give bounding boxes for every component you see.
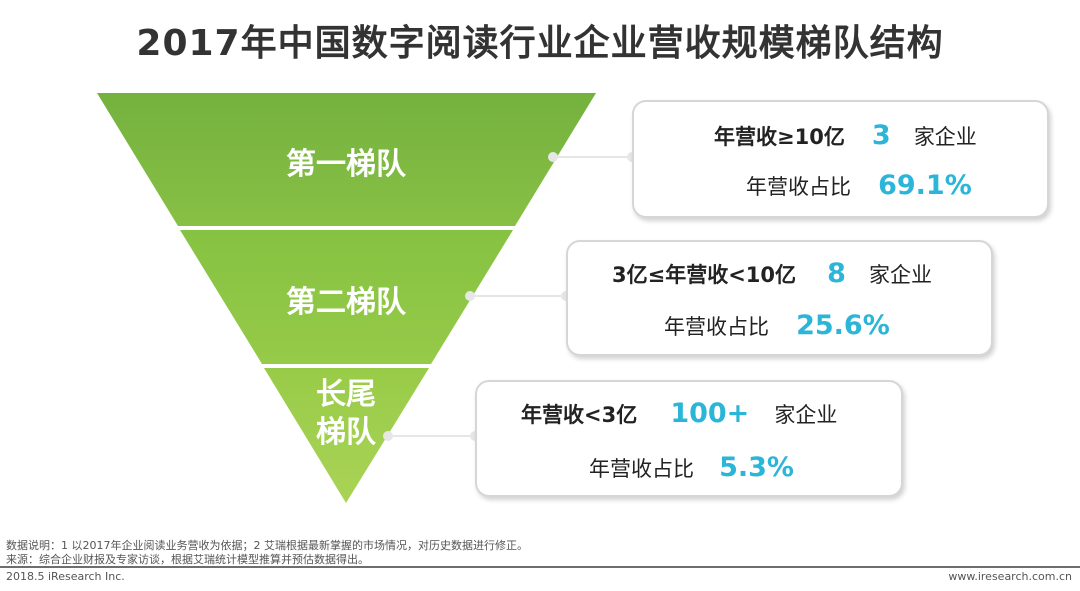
copyright: 2018.5 iResearch Inc.: [6, 570, 125, 583]
tier-2-card: 3亿≤年营收<10亿 8 家企业 年营收占比 25.6%: [566, 240, 993, 356]
tier-3-label: 长尾 梯队: [296, 376, 396, 451]
website-link[interactable]: www.iresearch.com.cn: [948, 570, 1072, 583]
data-note: 数据说明：1 以2017年企业阅读业务营收为依据；2 艾瑞根据最新掌握的市场情况…: [6, 539, 528, 552]
tier-2-condition: 3亿≤年营收<10亿: [612, 263, 797, 287]
tier-1-share-label: 年营收占比: [746, 175, 851, 199]
tier-1-card: 年营收≥10亿 3 家企业 年营收占比 69.1%: [632, 100, 1049, 218]
source-note: 来源：综合企业财报及专家访谈，根据艾瑞统计模型推算并预估数据得出。: [6, 553, 369, 566]
tier-3-card: 年营收<3亿 100+ 家企业 年营收占比 5.3%: [475, 380, 903, 497]
tier-3-share: 5.3%: [719, 452, 794, 483]
tier-2-share: 25.6%: [796, 310, 890, 341]
tier-3-label-line2: 梯队: [316, 414, 376, 450]
footer-divider: [0, 566, 1080, 568]
tier-1-count-unit: 家企业: [913, 125, 977, 149]
tier-2-count-unit: 家企业: [869, 263, 933, 287]
tier-3-label-line1: 长尾: [316, 377, 376, 412]
page-title: 2017年中国数字阅读行业企业营收规模梯队结构: [136, 23, 944, 64]
tier-3-condition: 年营收<3亿: [521, 403, 638, 427]
tier-2-share-label: 年营收占比: [664, 315, 769, 339]
tier-1-count: 3: [871, 120, 891, 151]
tier-3-share-label: 年营收占比: [589, 457, 694, 481]
tier-3-count-unit: 家企业: [774, 403, 838, 427]
tier-2-label: 第二梯队: [286, 285, 406, 320]
tier-1-label: 第一梯队: [286, 147, 406, 182]
tier-1-condition: 年营收≥10亿: [714, 125, 845, 149]
tier-2-count: 8: [827, 258, 846, 289]
tier-1-share: 69.1%: [878, 170, 972, 201]
funnel-tier-3: [264, 368, 429, 503]
funnel-tier-1: [97, 93, 596, 226]
funnel-tier-2: [180, 230, 513, 364]
tier-3-count: 100+: [670, 398, 750, 429]
